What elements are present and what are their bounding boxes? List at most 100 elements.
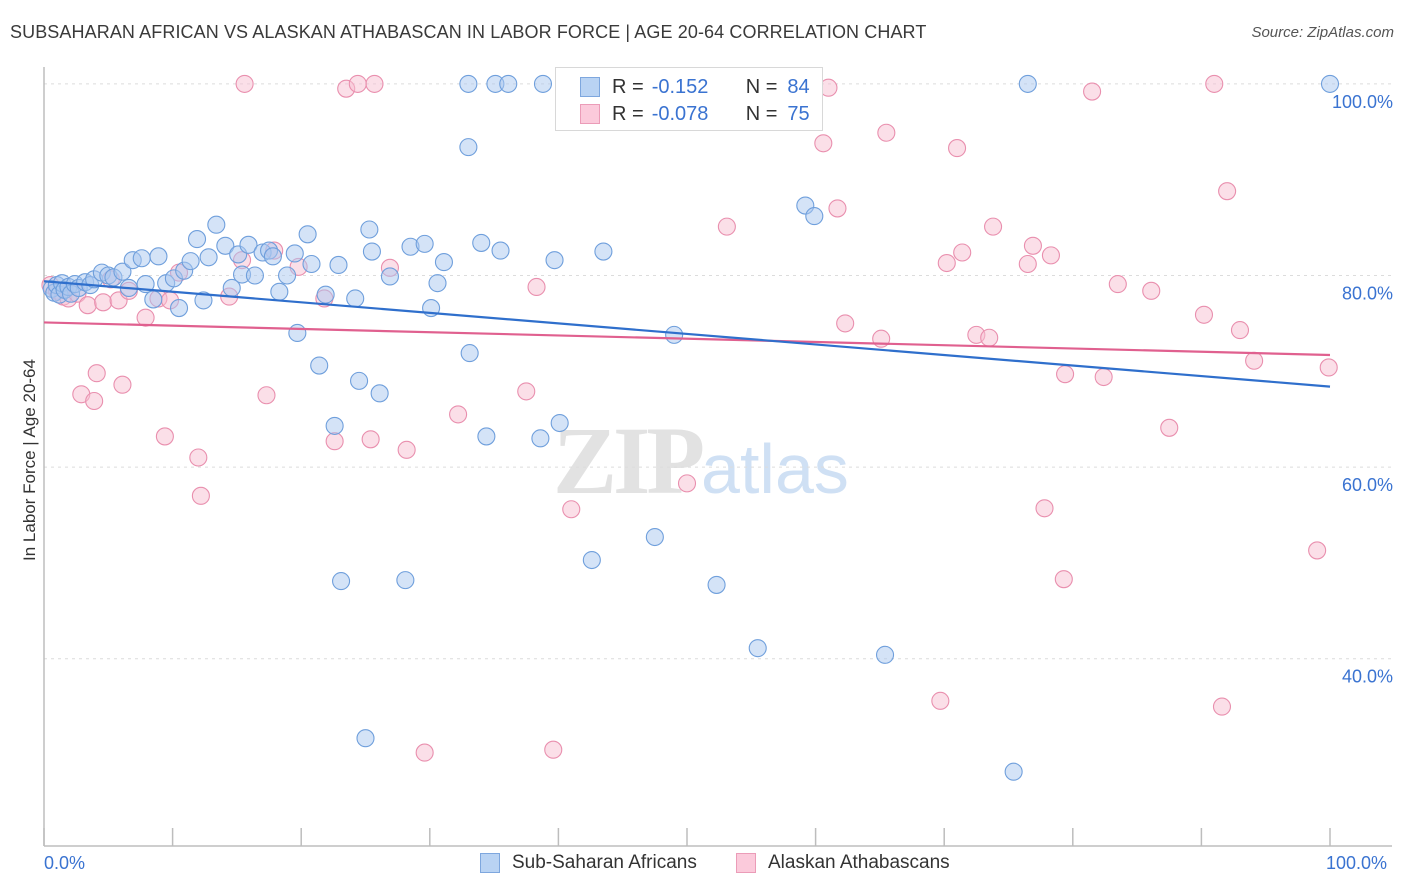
data-point-alaskan: [397, 440, 416, 459]
data-point-alaskan: [1041, 246, 1060, 265]
n-label: N =: [745, 102, 778, 125]
data-point-alaskan: [1056, 365, 1075, 384]
data-point-alaskan: [1108, 275, 1127, 294]
bottom-legend: Sub-Saharan Africans Alaskan Athabascans: [0, 852, 1406, 878]
data-point-alaskan: [257, 386, 276, 405]
data-point-alaskan: [877, 123, 896, 142]
data-point-sub-saharan: [531, 429, 550, 448]
data-point-sub-saharan: [491, 241, 510, 260]
stats-row-alaskan: R = -0.078 N = 75: [580, 101, 810, 127]
data-point-sub-saharan: [310, 356, 329, 375]
r-label: R =: [612, 75, 644, 98]
data-point-sub-saharan: [1004, 762, 1023, 781]
data-point-sub-saharan: [477, 427, 496, 446]
data-point-sub-saharan: [380, 267, 399, 286]
data-point-sub-saharan: [545, 251, 564, 270]
data-point-alaskan: [544, 740, 563, 759]
data-point-alaskan: [517, 382, 536, 401]
data-point-sub-saharan: [582, 550, 601, 570]
data-point-alaskan: [1319, 358, 1338, 377]
data-point-alaskan: [136, 308, 155, 327]
data-point-alaskan: [78, 296, 97, 315]
chart-title: SUBSAHARAN AFRICAN VS ALASKAN ATHABASCAN…: [10, 22, 927, 42]
data-point-alaskan: [1308, 541, 1327, 560]
data-point-sub-saharan: [181, 252, 200, 271]
data-point-sub-saharan: [332, 572, 351, 591]
y-tick-label: 40.0%: [1342, 667, 1393, 687]
data-point-alaskan: [348, 74, 367, 93]
n-label: N =: [745, 75, 778, 98]
data-point-sub-saharan: [239, 235, 258, 254]
n-value: 75: [787, 102, 810, 125]
gridlines: [44, 83, 1392, 660]
y-tick-label: 60.0%: [1342, 475, 1393, 495]
data-point-alaskan: [931, 691, 950, 710]
data-point-sub-saharan: [169, 299, 189, 318]
data-point-sub-saharan: [346, 289, 365, 308]
data-point-alaskan: [937, 253, 956, 273]
data-point-sub-saharan: [428, 274, 447, 293]
data-point-sub-saharan: [360, 220, 379, 239]
data-point-alaskan: [980, 328, 999, 347]
data-point-alaskan: [155, 427, 174, 446]
data-point-alaskan: [953, 243, 972, 262]
data-point-alaskan: [1245, 351, 1264, 370]
data-point-alaskan: [449, 405, 468, 424]
data-point-alaskan: [984, 217, 1003, 236]
data-point-alaskan: [562, 500, 581, 519]
data-point-sub-saharan: [805, 207, 824, 226]
trend-line-alaskan: [43, 321, 1331, 357]
data-point-alaskan: [94, 293, 113, 312]
y-tick-labels: 40.0% 60.0% 80.0% 100.0%: [1332, 92, 1393, 687]
data-point-alaskan: [1218, 182, 1237, 201]
data-point-sub-saharan: [748, 639, 767, 658]
blue-swatch: [580, 77, 600, 97]
data-point-sub-saharan: [187, 230, 207, 249]
data-point-alaskan: [1018, 254, 1037, 274]
series-sub-saharan-africans: [42, 74, 1340, 781]
data-point-alaskan: [235, 74, 254, 93]
data-point-sub-saharan: [434, 253, 453, 272]
stats-legend: R = -0.152 N = 84 R = -0.078 N = 75: [555, 67, 823, 131]
data-point-sub-saharan: [370, 384, 389, 403]
data-point-sub-saharan: [459, 138, 478, 157]
data-point-alaskan: [415, 743, 434, 762]
legend-label: Alaskan Athabascans: [768, 852, 950, 873]
data-point-sub-saharan: [459, 74, 478, 93]
data-point-sub-saharan: [298, 225, 317, 244]
data-point-sub-saharan: [302, 254, 321, 274]
data-point-sub-saharan: [325, 416, 344, 435]
data-point-alaskan: [1023, 236, 1042, 255]
data-point-sub-saharan: [594, 242, 613, 261]
legend-blue-swatch: [480, 853, 500, 873]
data-point-sub-saharan: [194, 291, 213, 310]
data-point-alaskan: [1194, 305, 1214, 324]
data-point-alaskan: [948, 139, 967, 158]
n-value: 84: [787, 75, 810, 98]
r-value: -0.078: [651, 102, 709, 125]
data-point-sub-saharan: [350, 371, 369, 390]
legend-item-alaskan: Alaskan Athabascans: [736, 852, 950, 874]
legend-label: Sub-Saharan Africans: [512, 852, 697, 873]
data-point-alaskan: [1212, 697, 1232, 716]
data-point-alaskan: [1142, 281, 1161, 300]
data-point-sub-saharan: [396, 571, 415, 590]
watermark-atlas: atlas: [701, 430, 849, 508]
data-point-sub-saharan: [550, 413, 569, 433]
data-point-sub-saharan: [113, 262, 132, 281]
stats-row-sub-saharan: R = -0.152 N = 84: [580, 74, 810, 100]
data-point-sub-saharan: [460, 344, 479, 363]
data-point-alaskan: [1035, 499, 1054, 518]
data-point-alaskan: [677, 474, 697, 493]
data-point-sub-saharan: [472, 233, 491, 252]
data-point-sub-saharan: [533, 74, 553, 93]
data-point-sub-saharan: [415, 234, 434, 253]
data-point-sub-saharan: [875, 645, 895, 664]
data-point-alaskan: [85, 391, 104, 411]
y-tick-label: 80.0%: [1342, 283, 1393, 303]
data-point-sub-saharan: [665, 325, 684, 344]
data-point-alaskan: [191, 486, 210, 505]
watermark-zip: ZIP: [553, 407, 705, 514]
data-point-sub-saharan: [329, 255, 348, 275]
data-point-sub-saharan: [149, 247, 168, 266]
